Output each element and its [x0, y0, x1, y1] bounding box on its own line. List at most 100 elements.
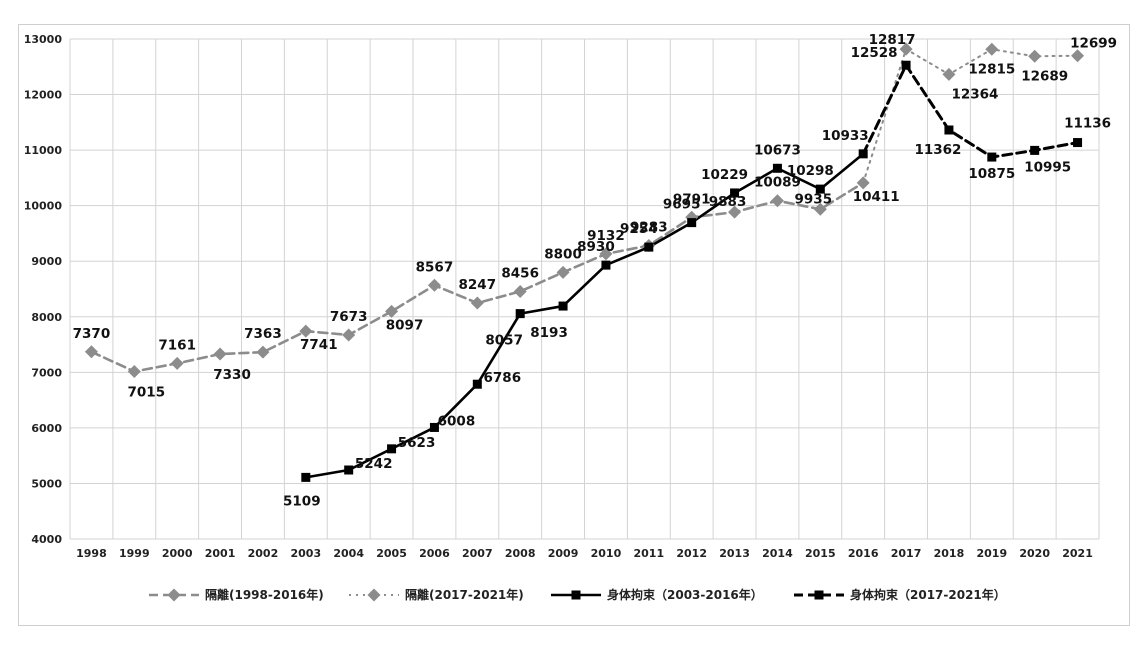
legend-label: 身体拘束（2017-2021年）: [850, 587, 1006, 602]
data-label: 10411: [853, 189, 900, 205]
x-tick-label: 1998: [76, 547, 107, 560]
x-tick-label: 2012: [676, 547, 707, 560]
data-label: 10298: [787, 163, 834, 179]
y-tick-label: 13000: [24, 33, 63, 46]
data-label: 5623: [398, 435, 436, 451]
x-tick-label: 2006: [419, 547, 450, 560]
data-point-marker: [730, 188, 740, 198]
y-tick-label: 4000: [31, 533, 62, 546]
y-tick-label: 9000: [31, 255, 62, 268]
data-point-marker: [901, 60, 911, 70]
x-tick-label: 2018: [934, 547, 965, 560]
data-point-marker: [342, 328, 356, 342]
x-tick-label: 2011: [634, 547, 665, 560]
x-tick-label: 2000: [162, 547, 193, 560]
data-label: 7015: [128, 385, 166, 401]
data-label: 6008: [438, 413, 476, 429]
data-label: 5242: [355, 456, 393, 472]
x-tick-label: 2013: [719, 547, 750, 560]
data-label: 6786: [484, 370, 522, 386]
data-label: 9935: [795, 191, 833, 207]
data-label: 8097: [386, 317, 424, 333]
data-point-marker: [728, 205, 742, 219]
x-tick-label: 2002: [248, 547, 279, 560]
x-tick-label: 2016: [848, 547, 879, 560]
data-point-marker: [127, 365, 141, 378]
y-tick-label: 7000: [31, 366, 62, 379]
data-point-marker: [429, 422, 439, 432]
data-label: 12817: [869, 32, 916, 48]
data-point-marker: [1073, 138, 1083, 148]
data-point-marker: [170, 356, 184, 370]
x-tick-label: 2017: [891, 547, 922, 560]
data-label: 7161: [158, 337, 196, 353]
data-label: 10089: [754, 175, 801, 191]
data-label: 9283: [630, 220, 668, 236]
data-label: 12815: [968, 61, 1015, 77]
legend-item: 隔離(1998-2016年): [149, 587, 324, 602]
data-point-marker: [599, 247, 613, 261]
data-point-marker: [813, 202, 827, 216]
x-tick-label: 2021: [1062, 547, 1093, 560]
x-tick-label: 2015: [805, 547, 836, 560]
legend-marker: [367, 588, 381, 602]
data-labels: 7370 7015 7161 7330 7363 7741 7673 8097 8567 8247…: [73, 32, 1117, 509]
data-label: 8193: [530, 325, 568, 341]
gridlines: [69, 38, 1100, 540]
data-point-marker: [385, 304, 399, 318]
data-label: 8456: [501, 265, 539, 281]
x-tick-label: 2003: [291, 547, 322, 560]
data-label: 12689: [1021, 68, 1068, 84]
data-point-marker: [856, 176, 870, 190]
y-tick-label: 6000: [31, 422, 62, 435]
series-markers: [84, 42, 1085, 482]
y-tick-label: 12000: [24, 89, 63, 102]
data-point-marker: [1028, 49, 1042, 63]
data-label: 5109: [283, 493, 321, 509]
data-point-marker: [644, 242, 654, 252]
x-axis-ticks: 1998 1999 2000 2001 2002 2003 2004 2005 2006 2007…: [76, 547, 1093, 560]
x-tick-label: 2008: [505, 547, 536, 560]
series-line-3: [861, 63, 1080, 159]
data-point-marker: [427, 278, 441, 292]
x-tick-label: 2004: [333, 547, 364, 560]
legend-item: 身体拘束（2017-2021年）: [794, 587, 1006, 602]
x-tick-label: 1999: [119, 547, 150, 560]
data-point-marker: [558, 301, 568, 311]
data-point-marker: [213, 347, 227, 361]
data-label: 11136: [1064, 116, 1111, 132]
x-tick-label: 2009: [548, 547, 579, 560]
data-point-marker: [556, 265, 570, 279]
data-point-marker: [472, 379, 482, 389]
data-label: 9254: [620, 221, 658, 237]
legend-marker: [814, 590, 824, 600]
data-point-marker: [84, 345, 98, 359]
data-label: 7370: [73, 326, 111, 342]
data-point-marker: [1030, 145, 1040, 155]
data-label: 8567: [416, 259, 454, 275]
data-label: 12364: [951, 86, 998, 102]
x-tick-label: 2020: [1019, 547, 1050, 560]
data-point-marker: [1071, 49, 1085, 63]
data-point-marker: [601, 260, 611, 270]
legend-marker: [167, 588, 181, 602]
data-point-marker: [987, 152, 997, 162]
data-label: 10933: [822, 128, 869, 144]
legend-marker: [571, 590, 581, 600]
data-label: 7363: [244, 326, 282, 342]
data-point-marker: [815, 184, 825, 194]
data-label: 8800: [544, 246, 582, 262]
legend-label: 隔離(1998-2016年): [205, 587, 324, 602]
data-label: 12528: [851, 45, 898, 61]
data-label: 9695: [663, 197, 701, 213]
data-point-marker: [687, 218, 697, 228]
data-point-marker: [256, 345, 270, 359]
x-tick-label: 2001: [205, 547, 236, 560]
data-point-marker: [985, 42, 999, 56]
legend-item: 身体拘束（2003-2016年）: [551, 587, 763, 602]
data-label: 7330: [213, 367, 251, 383]
line-chart: 4000 5000 6000 7000 8000 9000 10000 11000 12000 1…: [24, 32, 1117, 602]
data-label: 9883: [709, 194, 747, 210]
data-point-marker: [301, 472, 311, 482]
legend-label: 隔離(2017-2021年): [405, 587, 524, 602]
